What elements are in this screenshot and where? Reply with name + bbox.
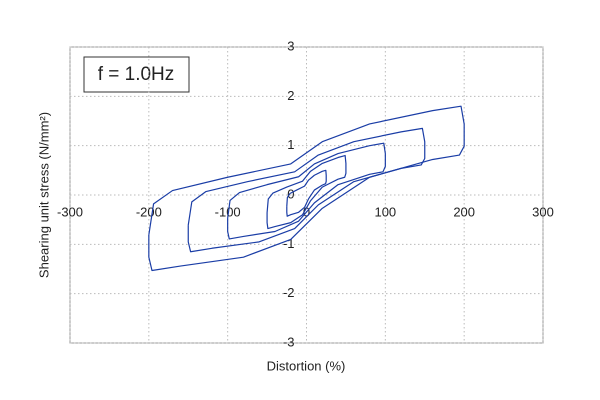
- y-tick-label: -2: [283, 285, 295, 300]
- x-tick-label: 100: [374, 204, 396, 219]
- annotation: f = 1.0Hz: [98, 64, 175, 85]
- annotation-box: [83, 56, 190, 93]
- y-axis-label: Shearing unit stress (N/mm²): [36, 112, 51, 278]
- y-tick-label: 2: [287, 88, 294, 103]
- y-tick-label: -1: [283, 236, 295, 251]
- x-tick-label: 300: [532, 204, 554, 219]
- x-axis-label: Distortion (%): [267, 358, 346, 373]
- hysteresis-loop: [187, 127, 426, 253]
- hysteresis-loop: [227, 142, 386, 240]
- x-tick-label: -100: [215, 204, 241, 219]
- x-tick-label: -200: [136, 204, 162, 219]
- x-tick-label: 200: [453, 204, 475, 219]
- y-tick-label: 0: [287, 186, 294, 201]
- y-tick-label: -3: [283, 334, 295, 349]
- x-tick-label: -300: [57, 204, 83, 219]
- hysteresis-loop: [266, 154, 347, 230]
- hysteresis-loop: [286, 169, 327, 217]
- hysteresis-loop: [148, 105, 465, 272]
- y-tick-label: 3: [287, 38, 294, 53]
- y-tick-label: 1: [287, 137, 294, 152]
